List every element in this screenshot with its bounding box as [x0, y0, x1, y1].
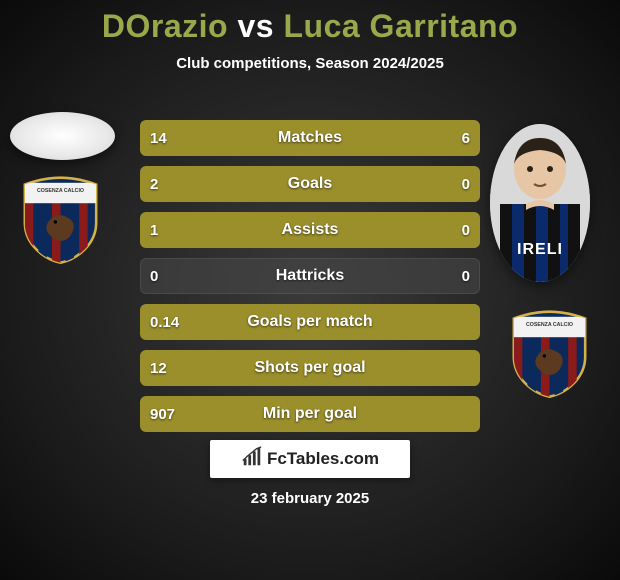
- stat-label: Goals: [140, 166, 480, 202]
- stat-label: Hattricks: [140, 258, 480, 294]
- player2-avatar: IRELI: [490, 124, 590, 282]
- stat-row: 2Goals0: [140, 166, 480, 202]
- stat-row: 0.14Goals per match: [140, 304, 480, 340]
- stat-label: Goals per match: [140, 304, 480, 340]
- brand-text: FcTables.com: [267, 449, 379, 469]
- comparison-title: DOrazio vs Luca Garritano: [0, 0, 620, 45]
- svg-text:COSENZA CALCIO: COSENZA CALCIO: [526, 322, 573, 328]
- stat-value-right: 0: [462, 212, 470, 248]
- stat-row: 1Assists0: [140, 212, 480, 248]
- vs-text: vs: [237, 8, 274, 44]
- stat-label: Min per goal: [140, 396, 480, 432]
- player1-club-crest: COSENZA CALCIO: [18, 176, 103, 264]
- player2-name: Luca Garritano: [283, 8, 518, 44]
- player1-name: DOrazio: [102, 8, 228, 44]
- stat-row: 14Matches6: [140, 120, 480, 156]
- subtitle: Club competitions, Season 2024/2025: [0, 55, 620, 72]
- brand-chart-icon: [241, 446, 263, 473]
- stat-value-right: 0: [462, 258, 470, 294]
- stat-label: Shots per goal: [140, 350, 480, 386]
- stats-container: 14Matches62Goals01Assists00Hattricks00.1…: [140, 120, 480, 442]
- player1-avatar-placeholder: [10, 112, 115, 160]
- player2-club-crest: COSENZA CALCIO: [507, 310, 592, 398]
- stat-row: 907Min per goal: [140, 396, 480, 432]
- stat-row: 12Shots per goal: [140, 350, 480, 386]
- stat-value-right: 6: [462, 120, 470, 156]
- brand-badge: FcTables.com: [210, 440, 410, 478]
- svg-text:COSENZA CALCIO: COSENZA CALCIO: [37, 188, 84, 194]
- stat-value-right: 0: [462, 166, 470, 202]
- svg-text:IRELI: IRELI: [517, 241, 563, 258]
- date-text: 23 february 2025: [0, 490, 620, 507]
- stat-row: 0Hattricks0: [140, 258, 480, 294]
- stat-label: Matches: [140, 120, 480, 156]
- stat-label: Assists: [140, 212, 480, 248]
